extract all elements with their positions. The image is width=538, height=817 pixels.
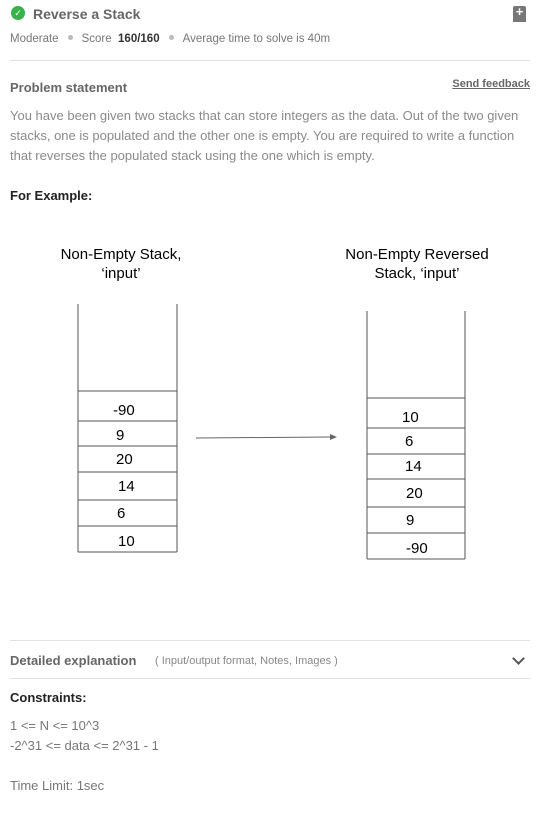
score-label: Score xyxy=(81,33,112,45)
arrow-head-icon xyxy=(330,434,337,440)
chevron-down-icon[interactable] xyxy=(512,652,525,665)
time-limit: Time Limit: 1sec xyxy=(10,778,105,793)
constraint-line: 1 <= N <= 10^3 xyxy=(10,718,100,733)
right-stack-value: -90 xyxy=(406,540,428,557)
left-stack-value: 20 xyxy=(116,451,133,468)
left-stack-value: 6 xyxy=(117,505,125,522)
details-bottom-divider xyxy=(10,678,530,679)
detailed-explanation-subtitle: ( Input/output format, Notes, Images ) xyxy=(155,655,338,667)
left-stack-value: 14 xyxy=(118,478,135,495)
right-stack-title-line2: Stack, ‘input’ xyxy=(374,265,459,282)
problem-title: Reverse a Stack xyxy=(33,6,141,22)
avg-time-label: Average time to solve is 40m xyxy=(182,33,331,45)
problem-header: ✓ Reverse a Stack Moderate Score 160/160 A… xyxy=(10,4,530,55)
right-stack-value: 14 xyxy=(405,458,422,475)
example-diagram: Non-Empty Stack, ‘input’ Non-Empty Rever… xyxy=(61,246,489,560)
send-feedback-link[interactable]: Send feedback xyxy=(452,78,530,90)
problem-statement-heading: Problem statement xyxy=(10,80,128,95)
details-top-divider xyxy=(10,640,530,641)
left-stack-value: -90 xyxy=(113,402,135,419)
constraint-line: -2^31 <= data <= 2^31 - 1 xyxy=(10,738,159,753)
right-stack-value: 6 xyxy=(405,433,413,450)
right-stack-title-line1: Non-Empty Reversed xyxy=(345,246,488,263)
left-stack-title-line2: ‘input’ xyxy=(101,265,140,282)
bookmark-add-icon[interactable] xyxy=(513,4,526,22)
right-stack-value: 20 xyxy=(406,485,423,502)
problem-statement-text: You have been given two stacks that can … xyxy=(10,108,519,163)
right-stack xyxy=(366,311,466,560)
right-stack-value: 9 xyxy=(406,512,414,529)
left-stack-value: 10 xyxy=(118,533,135,550)
score-value: 160/160 xyxy=(118,33,160,45)
difficulty-label: Moderate xyxy=(10,33,59,45)
left-stack xyxy=(77,304,178,553)
example-label: For Example: xyxy=(10,188,93,203)
check-circle-icon: ✓ xyxy=(11,6,25,20)
arrow-line xyxy=(195,436,331,439)
constraints-heading: Constraints: xyxy=(10,690,87,705)
problem-meta: Moderate Score 160/160 Average time to sol… xyxy=(10,33,330,45)
header-divider xyxy=(10,60,530,61)
left-stack-title-line1: Non-Empty Stack, xyxy=(61,246,182,263)
left-stack-value: 9 xyxy=(116,427,124,444)
detailed-explanation-toggle[interactable]: Detailed explanation xyxy=(10,653,137,668)
right-stack-value: 10 xyxy=(402,409,419,426)
